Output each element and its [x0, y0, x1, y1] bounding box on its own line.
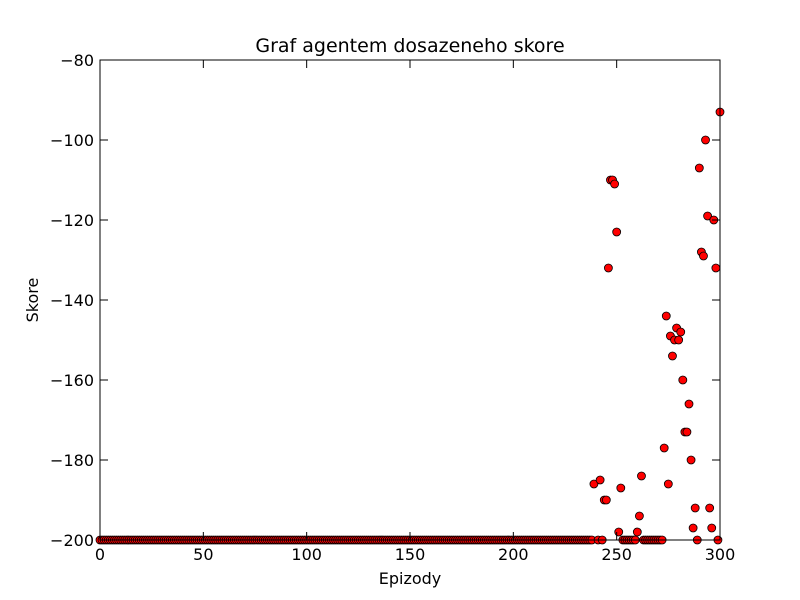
x-tick-label: 200 [498, 545, 529, 564]
y-axis-label: Skore [23, 278, 42, 323]
data-point [601, 495, 611, 505]
data-point [690, 503, 700, 513]
data-point [699, 251, 708, 261]
data-point [707, 523, 717, 533]
x-tick-label: 150 [395, 545, 426, 564]
data-point [616, 483, 626, 493]
y-tick-label: −180 [50, 451, 94, 470]
data-point [635, 511, 644, 521]
data-point [705, 503, 715, 513]
y-axis-ticks: −200 −180 −160 −140 −120 −100 −80 [50, 51, 720, 550]
data-point [711, 263, 721, 273]
data-point [589, 479, 599, 489]
data-point [694, 163, 704, 173]
y-tick-label: −200 [50, 531, 94, 550]
data-point [610, 179, 619, 189]
x-tick-label: 300 [705, 545, 736, 564]
x-tick-label: 50 [193, 545, 213, 564]
x-axis-ticks: 0 50 100 150 200 250 300 [95, 60, 735, 564]
data-point [637, 471, 646, 481]
data-point [663, 479, 673, 489]
x-axis-label: Epizody [379, 569, 442, 588]
chart-title: Graf agentem dosazeneho skore [255, 35, 564, 57]
y-tick-label: −140 [50, 291, 94, 310]
data-point [682, 427, 692, 437]
data-point [684, 399, 694, 409]
data-point [632, 527, 642, 537]
data-point [614, 527, 624, 537]
y-tick-label: −120 [50, 211, 94, 230]
data-point [686, 455, 696, 465]
data-point [688, 523, 698, 533]
data-point [703, 211, 712, 221]
data-point [701, 135, 710, 145]
data-point [661, 311, 671, 321]
data-point [604, 263, 613, 273]
y-tick-label: −160 [50, 371, 94, 390]
data-point [674, 335, 684, 345]
data-point [595, 475, 605, 485]
data-point [678, 375, 688, 385]
data-point [676, 327, 686, 337]
x-tick-label: 0 [95, 545, 105, 564]
x-tick-label: 100 [291, 545, 322, 564]
data-point [659, 443, 669, 453]
data-point [668, 351, 677, 361]
y-tick-label: −100 [50, 131, 94, 150]
x-tick-label: 250 [601, 545, 632, 564]
data-point [612, 227, 622, 237]
y-tick-label: −80 [60, 51, 94, 70]
